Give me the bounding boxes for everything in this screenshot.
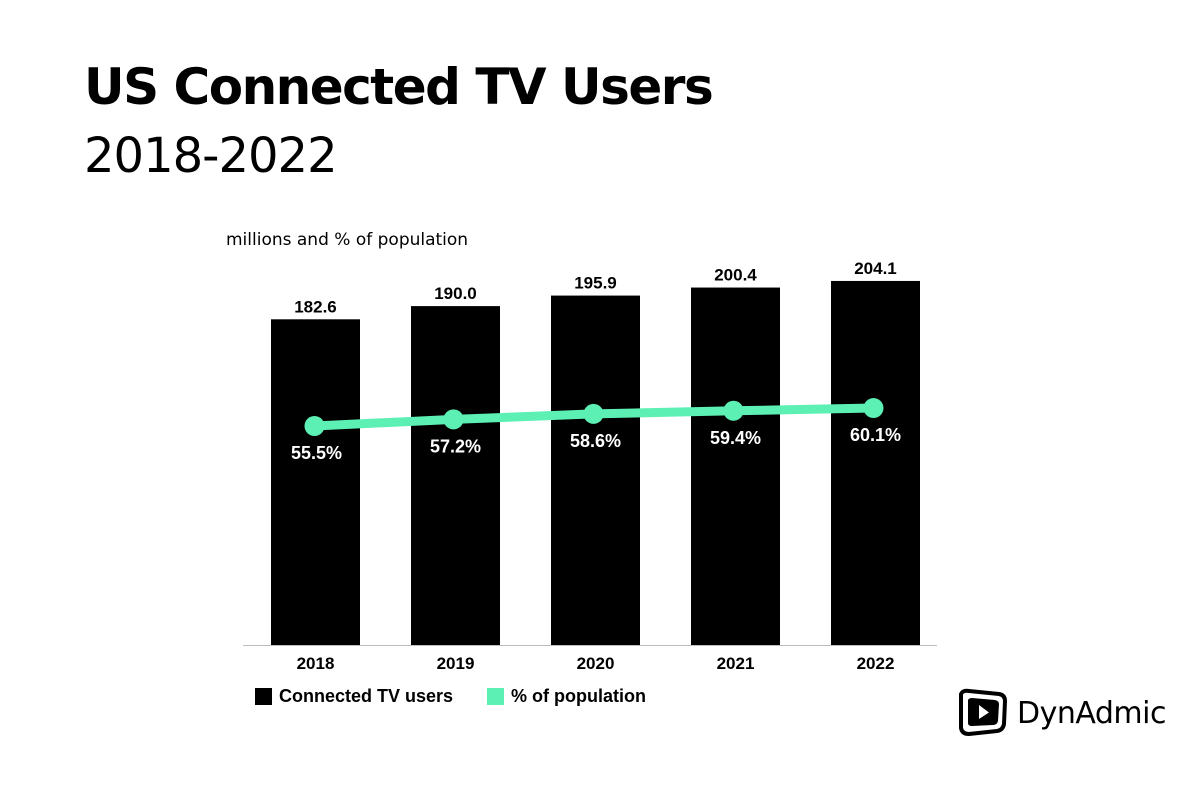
play-icon <box>959 688 1007 736</box>
bar-value-label: 190.0 <box>434 284 477 303</box>
line-point-2020 <box>583 403 604 424</box>
bar-2019 <box>411 306 500 645</box>
legend-label-bars: Connected TV users <box>279 686 454 706</box>
x-tick-label: 2022 <box>857 654 895 673</box>
legend-label-line: % of population <box>511 686 647 706</box>
line-value-label: 55.5% <box>291 443 342 463</box>
legend-item-bars: Connected TV users <box>255 686 453 707</box>
x-tick-label: 2020 <box>577 654 615 673</box>
line-point-2019 <box>443 409 464 430</box>
line-value-label: 60.1% <box>850 425 901 445</box>
line-value-label: 57.2% <box>430 436 481 456</box>
line-value-label: 58.6% <box>570 431 621 451</box>
line-point-2018 <box>304 416 325 436</box>
bar-2022 <box>831 280 920 645</box>
x-tick-label: 2018 <box>297 654 335 673</box>
brand-name: DynAdmic <box>1017 695 1166 731</box>
brand-logo: DynAdmic <box>955 688 1166 738</box>
line-point-2022 <box>863 398 884 419</box>
legend-swatch-bars <box>255 688 272 705</box>
chart-legend: Connected TV users % of population <box>255 686 680 707</box>
legend-item-line: % of population <box>487 686 646 707</box>
bar-value-label: 204.1 <box>854 259 897 278</box>
unit-label: millions and % of population <box>226 230 469 250</box>
bar-value-label: 182.6 <box>294 297 337 316</box>
chart-subtitle: 2018-2022 <box>84 128 338 184</box>
bar-value-label: 200.4 <box>714 266 757 285</box>
chart-title: US Connected TV Users <box>84 58 714 116</box>
line-point-2021 <box>723 400 744 421</box>
x-tick-label: 2019 <box>437 654 475 673</box>
bar-value-label: 195.9 <box>574 274 617 293</box>
bar-2018 <box>271 319 360 645</box>
legend-swatch-line <box>487 688 505 705</box>
bar-2020 <box>551 295 640 645</box>
x-tick-label: 2021 <box>717 654 755 673</box>
bar-2021 <box>691 287 780 645</box>
line-value-label: 59.4% <box>710 428 761 448</box>
